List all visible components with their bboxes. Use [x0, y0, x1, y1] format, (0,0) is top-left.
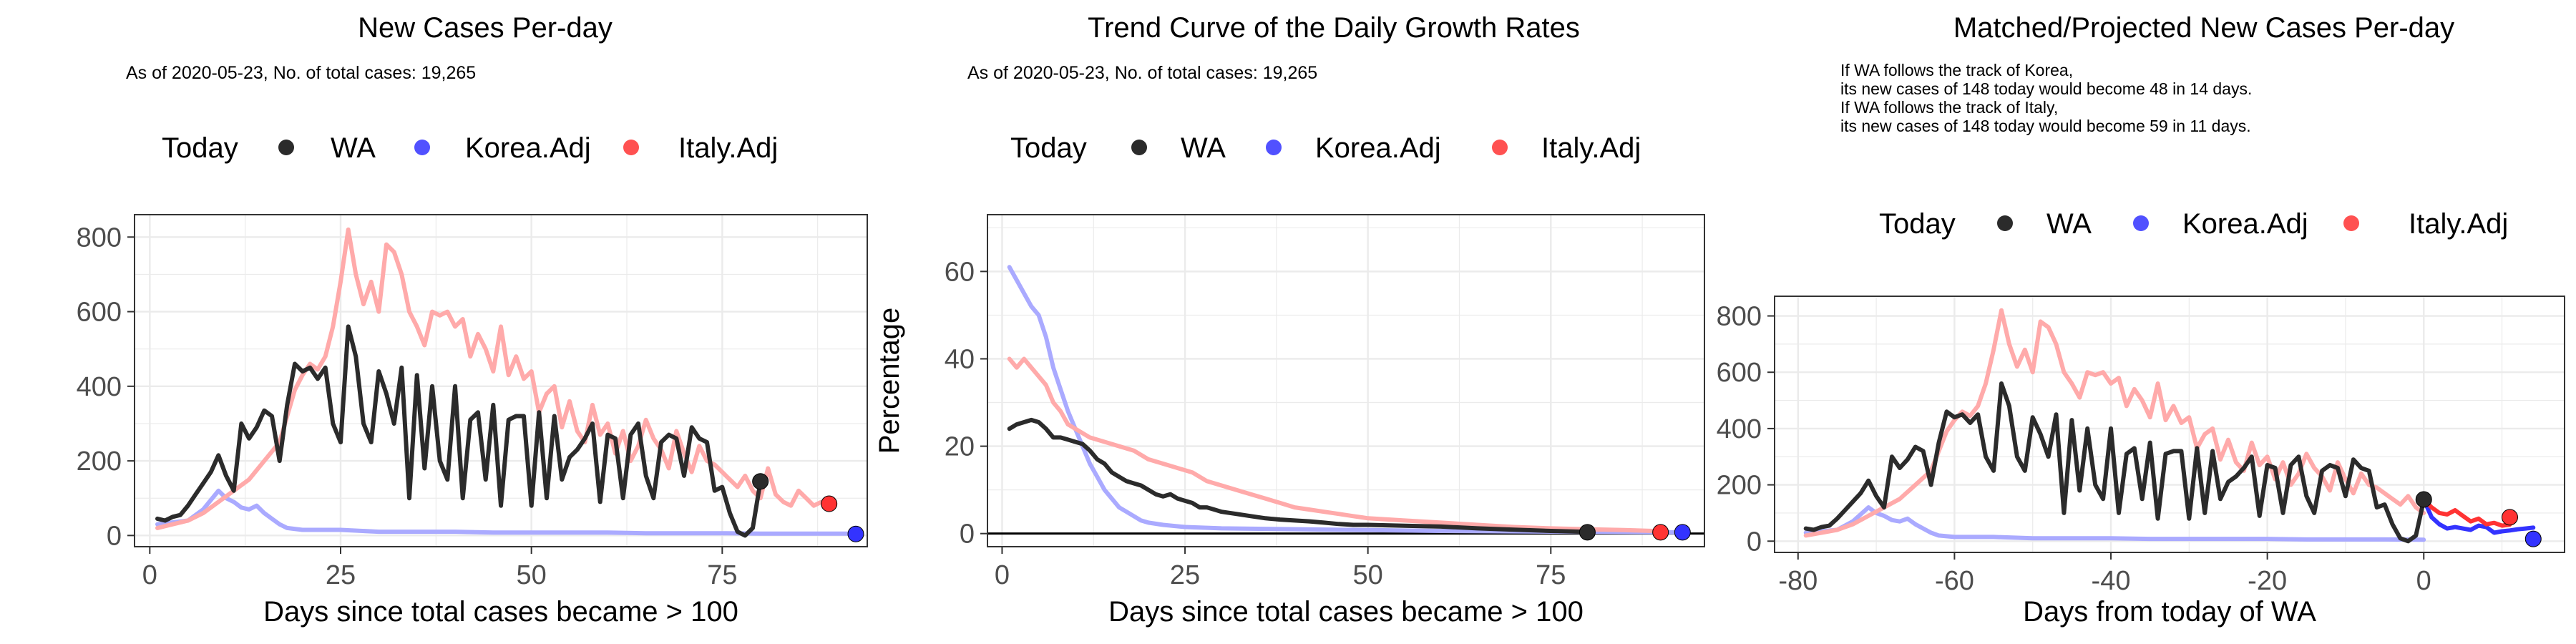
x-tick-label: 50: [517, 560, 547, 590]
y-tick-label: 0: [960, 519, 975, 550]
x-tick-label: 25: [326, 560, 356, 590]
today-marker-italy-adj: [821, 495, 838, 512]
y-tick-label: 40: [945, 344, 975, 374]
series-line-korea-adj-projection: [2421, 497, 2536, 535]
legend-title: Today: [162, 132, 238, 164]
series-line-korea-adj: [1007, 265, 1678, 535]
legend-key-korea-adj: [414, 140, 430, 155]
chart-subtitle-line: its new cases of 148 today would become …: [1840, 79, 2252, 98]
today-marker-wa: [752, 473, 769, 490]
x-tick-label: 50: [1353, 560, 1383, 590]
gridlines: [1775, 296, 2565, 552]
legend-label: WA: [1181, 132, 1226, 164]
legend-label: Italy.Adj: [2409, 208, 2508, 240]
today-marker-italy-adj: [1652, 524, 1669, 541]
axes: -80 -60 -40 -20 0 0 200 400 600 800: [1717, 302, 2431, 596]
today-marker-korea-adj: [847, 525, 864, 542]
series-group: [155, 227, 862, 538]
legend-title: Today: [1879, 208, 1956, 240]
legend-label: Italy.Adj: [678, 132, 778, 164]
legend-title: Today: [1010, 132, 1087, 164]
legend-label: WA: [331, 132, 376, 164]
today-marker-wa: [1579, 524, 1596, 541]
series-line-italy-adj: [155, 227, 831, 530]
y-tick-label: 60: [945, 257, 975, 287]
y-tick-label: 200: [1717, 471, 1762, 501]
y-tick-label: 0: [107, 521, 122, 551]
legend-label: Korea.Adj: [1315, 132, 1441, 164]
series-line-wa: [1803, 381, 2426, 544]
y-tick-label: 400: [77, 372, 122, 402]
legend-key-italy-adj: [623, 140, 639, 155]
chart-subtitle-line: If WA follows the track of Korea,: [1840, 61, 2073, 79]
series-line-italy-adj-projection: [2421, 497, 2512, 528]
today-marker-korea-adj: [2524, 530, 2542, 547]
y-tick-label: 800: [1717, 302, 1762, 332]
x-tick-label: 0: [995, 560, 1010, 590]
series-line-wa: [1007, 417, 1590, 535]
x-tick-label: -20: [2248, 566, 2287, 596]
legend-key-wa: [278, 140, 294, 155]
today-marker-italy-adj: [2501, 509, 2518, 526]
axes: 0 25 50 75 0 200 400 600 800: [77, 223, 738, 590]
x-tick-label: 0: [2416, 566, 2431, 596]
chart-title: Matched/Projected New Cases Per-day: [1953, 12, 2454, 44]
x-tick-label: -40: [2092, 566, 2131, 596]
y-tick-label: 600: [1717, 358, 1762, 388]
gridlines: [987, 215, 1704, 547]
legend-label: Korea.Adj: [2182, 208, 2308, 240]
chart-panel-3: Matched/Projected New Cases Per-day If WA…: [1717, 12, 2565, 628]
y-tick-label: 400: [1717, 414, 1762, 444]
chart-legend: Today WA Korea.Adj Italy.Adj: [162, 132, 778, 164]
series-group: [1803, 308, 2536, 544]
x-tick-label: -80: [1778, 566, 1818, 596]
x-tick-label: 75: [1536, 560, 1566, 590]
chart-legend: Today WA Korea.Adj Italy.Adj: [1879, 208, 2508, 240]
panel-border: [1774, 296, 2565, 553]
x-tick-label: -60: [1935, 566, 1974, 596]
y-axis-label: Percentage: [874, 308, 905, 454]
chart-panel-2: Trend Curve of the Daily Growth Rates As …: [874, 12, 1705, 628]
x-tick-label: 25: [1170, 560, 1200, 590]
chart-title: Trend Curve of the Daily Growth Rates: [1088, 12, 1580, 44]
series-line-wa: [155, 324, 763, 538]
legend-key-wa: [1131, 140, 1147, 155]
x-axis-label: Days since total cases became > 100: [1108, 596, 1584, 628]
legend-key-wa: [1997, 215, 2013, 231]
series-group: [1007, 265, 1678, 535]
x-tick-label: 0: [142, 560, 157, 590]
chart-legend: Today WA Korea.Adj Italy.Adj: [1010, 132, 1641, 164]
y-tick-label: 600: [77, 298, 122, 328]
series-line-italy-adj: [1007, 356, 1656, 533]
panel-border: [134, 214, 868, 547]
today-marker-korea-adj: [1674, 524, 1691, 541]
legend-label: Korea.Adj: [465, 132, 591, 164]
chart-panel-1: New Cases Per-day As of 2020-05-23, No. o…: [77, 12, 868, 628]
series-line-korea-adj: [1803, 505, 2426, 542]
legend-key-italy-adj: [1492, 140, 1508, 155]
chart-subtitle-line: If WA follows the track of Italy,: [1840, 98, 2058, 117]
chart-subtitle-line: As of 2020-05-23, No. of total cases: 19…: [967, 63, 1317, 83]
y-tick-label: 0: [1747, 527, 1762, 557]
chart-subtitle-line: its new cases of 148 today would become …: [1840, 117, 2251, 135]
y-tick-label: 800: [77, 223, 122, 253]
y-tick-label: 200: [77, 447, 122, 477]
today-marker-wa: [2415, 491, 2432, 508]
legend-label: WA: [2046, 208, 2092, 240]
legend-label: Italy.Adj: [1541, 132, 1641, 164]
legend-key-italy-adj: [2343, 215, 2359, 231]
panel-border: [987, 214, 1705, 547]
legend-key-korea-adj: [2133, 215, 2149, 231]
x-axis-label: Days since total cases became > 100: [263, 596, 738, 628]
plot-panel: [987, 215, 1704, 547]
chart-title: New Cases Per-day: [358, 12, 613, 44]
x-axis-label: Days from today of WA: [2023, 596, 2316, 628]
y-tick-label: 20: [945, 432, 975, 462]
legend-key-korea-adj: [1266, 140, 1282, 155]
chart-subtitle-line: As of 2020-05-23, No. of total cases: 19…: [126, 63, 476, 83]
axes: 0 25 50 75 0 20 40 60: [945, 257, 1566, 590]
x-tick-label: 75: [707, 560, 737, 590]
